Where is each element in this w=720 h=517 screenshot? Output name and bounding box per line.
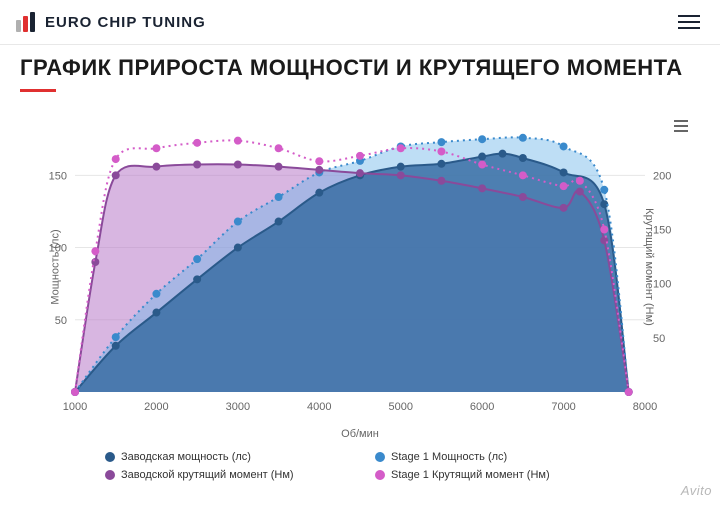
svg-text:3000: 3000 <box>226 401 250 413</box>
y-axis-right-label: Крутящий момент (Нм) <box>643 208 655 326</box>
chart-svg: 5010015050100150200100020003000400050006… <box>20 112 700 422</box>
chart-container: Мощность (лс) Крутящий момент (Нм) 50 100… <box>0 92 720 502</box>
page-title: ГРАФИК ПРИРОСТА МОЩНОСТИ И КРУТЯЩЕГО МОМ… <box>20 55 700 81</box>
header: EURO CHIP TUNING <box>0 0 720 44</box>
legend-marker-icon <box>105 470 115 480</box>
legend-label: Заводская мощность (лс) <box>121 451 251 463</box>
legend-item[interactable]: Заводской крутящий момент (Нм) <box>105 466 345 484</box>
svg-text:6000: 6000 <box>470 401 494 413</box>
legend-label: Stage 1 Мощность (лс) <box>391 451 507 463</box>
y-axis-left-label: Мощность (лс) <box>50 229 62 304</box>
svg-text:100: 100 <box>653 279 671 291</box>
svg-text:2000: 2000 <box>144 401 168 413</box>
svg-text:1000: 1000 <box>63 401 87 413</box>
svg-text:150: 150 <box>653 225 671 237</box>
svg-text:150: 150 <box>49 170 67 182</box>
brand-name: EURO CHIP TUNING <box>45 14 206 31</box>
legend-marker-icon <box>375 452 385 462</box>
legend-item[interactable]: Stage 1 Мощность (лс) <box>375 448 615 466</box>
x-axis-label: Об/мин <box>20 428 700 440</box>
title-block: ГРАФИК ПРИРОСТА МОЩНОСТИ И КРУТЯЩЕГО МОМ… <box>0 44 720 92</box>
bars-logo-icon <box>16 12 35 32</box>
svg-text:200: 200 <box>653 170 671 182</box>
svg-text:50: 50 <box>55 315 67 327</box>
chart-area: Мощность (лс) Крутящий момент (Нм) 50 100… <box>20 112 700 422</box>
svg-text:4000: 4000 <box>307 401 331 413</box>
svg-text:7000: 7000 <box>551 401 575 413</box>
legend-item[interactable]: Заводская мощность (лс) <box>105 448 345 466</box>
menu-icon[interactable] <box>678 15 700 29</box>
svg-text:5000: 5000 <box>388 401 412 413</box>
legend-marker-icon <box>105 452 115 462</box>
chart-legend: Заводская мощность (лс) Stage 1 Мощность … <box>20 440 700 492</box>
legend-item[interactable]: Stage 1 Крутящий момент (Нм) <box>375 466 615 484</box>
legend-marker-icon <box>375 470 385 480</box>
svg-text:8000: 8000 <box>633 401 657 413</box>
watermark: Avito <box>681 483 712 498</box>
legend-label: Заводской крутящий момент (Нм) <box>121 469 294 481</box>
logo[interactable]: EURO CHIP TUNING <box>16 12 206 32</box>
legend-label: Stage 1 Крутящий момент (Нм) <box>391 469 550 481</box>
svg-text:50: 50 <box>653 333 665 345</box>
